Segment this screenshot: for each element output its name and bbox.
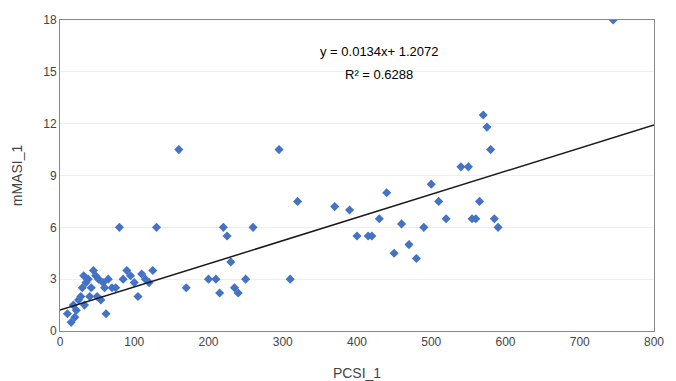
svg-text:200: 200 [198, 335, 218, 349]
svg-text:18: 18 [43, 13, 57, 27]
svg-text:0: 0 [57, 335, 64, 349]
svg-text:y = 0.0134x+ 1.2072: y = 0.0134x+ 1.2072 [320, 44, 439, 59]
svg-text:800: 800 [644, 335, 664, 349]
svg-text:6: 6 [50, 221, 57, 235]
svg-text:PCSI_1: PCSI_1 [333, 365, 381, 381]
svg-text:500: 500 [421, 335, 441, 349]
svg-text:600: 600 [495, 335, 515, 349]
svg-text:300: 300 [273, 335, 293, 349]
svg-text:mMASI_1: mMASI_1 [9, 145, 25, 207]
svg-text:15: 15 [43, 65, 57, 79]
svg-text:R² = 0.6288: R² = 0.6288 [345, 67, 413, 82]
svg-text:100: 100 [124, 335, 144, 349]
svg-text:700: 700 [570, 335, 590, 349]
svg-text:0: 0 [50, 324, 57, 338]
svg-text:9: 9 [50, 169, 57, 183]
svg-text:400: 400 [347, 335, 367, 349]
svg-text:12: 12 [43, 117, 57, 131]
svg-text:3: 3 [50, 272, 57, 286]
